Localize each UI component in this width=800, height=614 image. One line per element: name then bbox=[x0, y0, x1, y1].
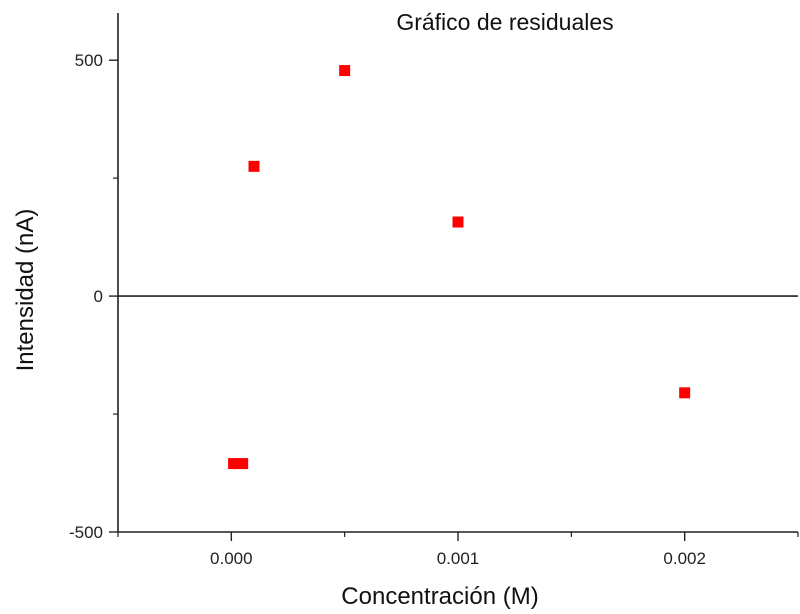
data-point bbox=[339, 65, 351, 77]
x-tick-label: 0.000 bbox=[210, 549, 253, 568]
x-axis-title: Concentración (M) bbox=[341, 583, 538, 610]
y-tick-label: -500 bbox=[69, 523, 103, 542]
data-point bbox=[679, 387, 691, 399]
x-tick-label: 0.001 bbox=[437, 549, 480, 568]
data-point bbox=[228, 458, 240, 470]
data-point bbox=[452, 216, 464, 228]
data-points bbox=[228, 65, 691, 470]
x-axis-ticks: 0.000 0.001 0.002 bbox=[117, 532, 799, 568]
x-tick-label: 0.002 bbox=[663, 549, 706, 568]
y-axis-title: Intensidad (nA) bbox=[12, 209, 39, 372]
plot-axes bbox=[117, 13, 798, 533]
y-tick-label: 500 bbox=[75, 51, 103, 70]
y-axis-ticks: 500 0 -500 bbox=[69, 51, 118, 542]
chart-title: Gráfico de residuales bbox=[396, 9, 613, 35]
data-point bbox=[237, 458, 249, 470]
data-point bbox=[248, 160, 260, 172]
y-tick-label: 0 bbox=[94, 287, 103, 306]
